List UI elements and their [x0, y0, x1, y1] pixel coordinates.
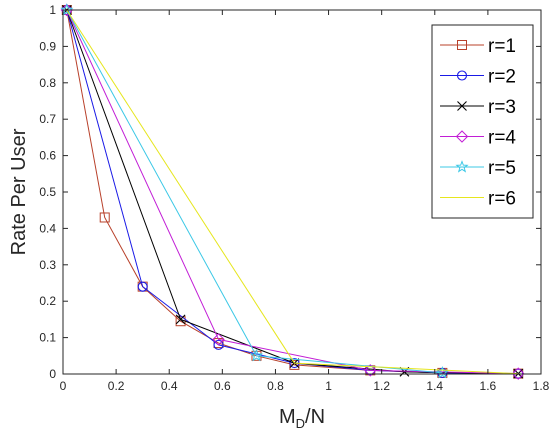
legend-item-6: r=6 — [440, 189, 516, 210]
legend-item-3: r=3 — [440, 97, 516, 118]
legend-label: r=3 — [488, 97, 516, 118]
x-tick-label: 1.8 — [533, 379, 550, 393]
legend-swatch-marker — [456, 70, 468, 81]
x-tick-label: 0.2 — [108, 379, 125, 393]
legend-label: r=5 — [488, 158, 516, 179]
legend-item-5: r=5 — [440, 158, 516, 179]
x-tick-label: 0 — [60, 379, 67, 393]
y-tick-label: 0.4 — [39, 221, 56, 235]
y-tick-label: 0.9 — [39, 39, 56, 53]
legend-label: r=2 — [488, 67, 516, 88]
x-tick-label: 1 — [325, 379, 332, 393]
series-2-point — [137, 281, 148, 292]
series-2-point — [213, 339, 224, 350]
x-tick-label: 1.6 — [480, 379, 497, 393]
legend: r=1 r=2 r=3 r=4 r=5 r=6 — [431, 24, 534, 219]
x-tick-label: 0.8 — [267, 379, 284, 393]
series-1-point — [99, 212, 110, 223]
series-4-point — [512, 367, 525, 380]
legend-label: r=6 — [488, 189, 516, 210]
y-tick-label: 0.5 — [39, 185, 56, 199]
series-5-point — [60, 3, 74, 16]
y-tick-label: 0.1 — [39, 331, 56, 345]
y-axis-title: Rate Per User — [8, 128, 30, 255]
series-layer — [60, 3, 525, 380]
y-tick-label: 1 — [49, 3, 56, 17]
legend-swatch-marker-stroke-b — [457, 101, 467, 111]
legend-item-1: r=1 — [440, 36, 516, 57]
y-tick-label: 0.7 — [39, 112, 56, 126]
series-6-line — [66, 9, 519, 375]
y-tick-label: 0.2 — [39, 294, 56, 308]
y-tick-label: 0.8 — [39, 76, 56, 90]
axes-layer: 0 0.2 0.4 0.6 0.8 1 1.2 1.4 1.6 1.8 0 0.1 0.2 0.3 0.4 0… — [39, 3, 549, 393]
x-tick-label: 1.2 — [373, 379, 390, 393]
series-4-point — [364, 364, 377, 377]
x-tick-label: 1.4 — [426, 379, 443, 393]
y-tick-label: 0 — [49, 367, 56, 381]
series-5-point — [435, 365, 449, 379]
legend-box — [431, 24, 534, 219]
legend-swatch-marker — [457, 40, 467, 50]
x-tick-label: 0.6 — [214, 379, 231, 393]
series-4-point — [212, 333, 225, 346]
series-6 — [66, 9, 519, 375]
series-3-point — [175, 314, 186, 325]
legend-label: r=4 — [488, 128, 516, 149]
legend-item-2: r=2 — [440, 67, 516, 88]
series-4 — [60, 3, 525, 380]
legend-swatch-marker — [455, 130, 469, 143]
series-4-line — [66, 9, 519, 375]
series-3-point-stroke-b — [175, 314, 186, 325]
legend-label: r=1 — [488, 36, 516, 57]
series-5-point — [249, 348, 264, 362]
y-tick-label: 0.6 — [39, 149, 56, 163]
legend-swatch-marker — [455, 160, 469, 173]
legend-item-4: r=4 — [440, 128, 516, 149]
legend-swatch-marker — [457, 101, 467, 111]
x-axis-title: MD/N — [279, 406, 325, 431]
y-tick-label: 0.3 — [39, 258, 56, 272]
x-tick-label: 0.4 — [161, 379, 178, 393]
